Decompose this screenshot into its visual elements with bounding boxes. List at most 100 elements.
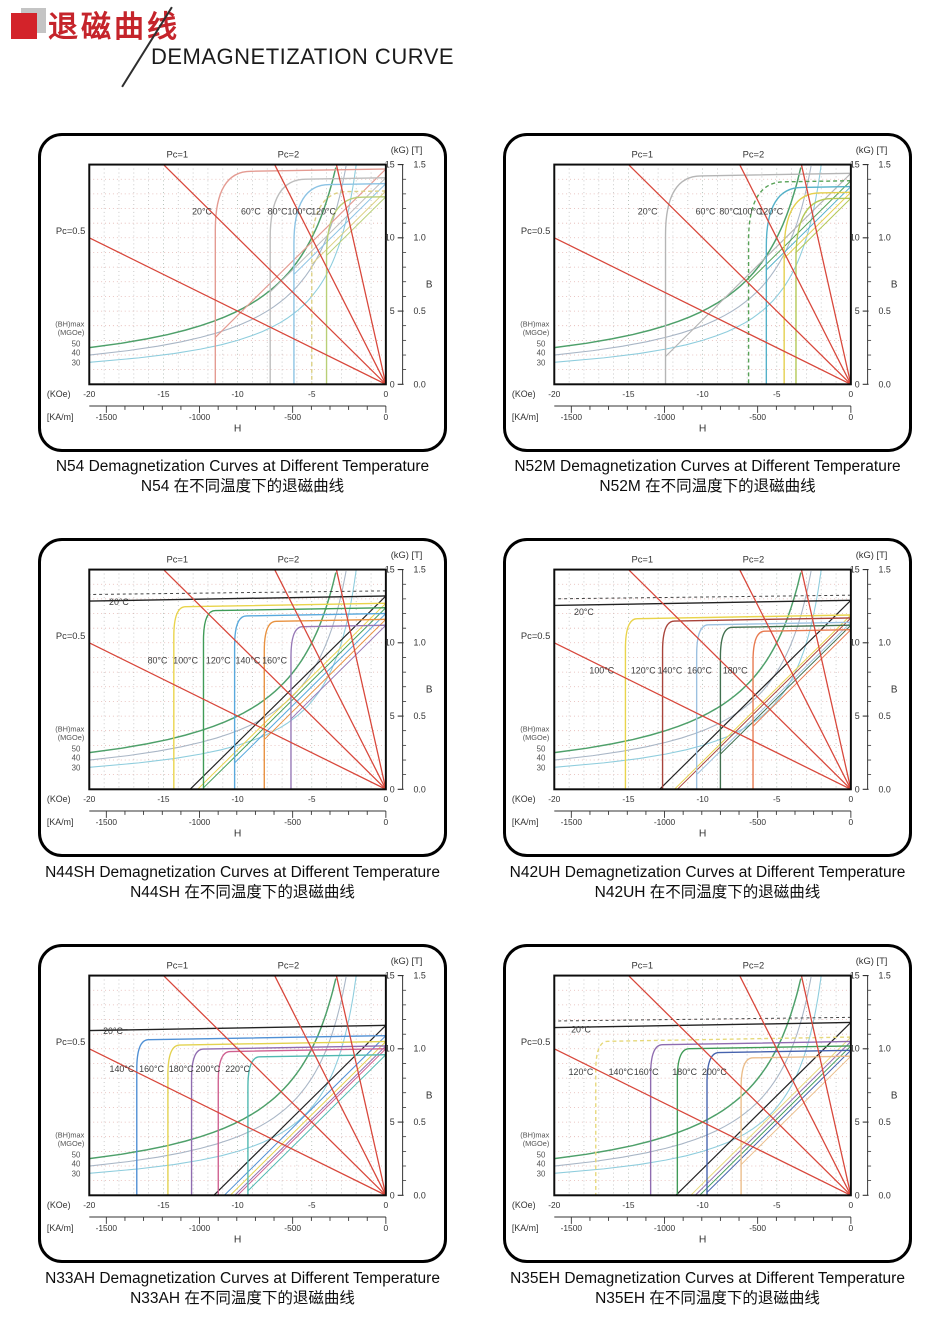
y-axis-title: B [426, 685, 433, 696]
bhmax-unit: (MGOe) [523, 1139, 550, 1148]
x-kam-tick-label: -1000 [189, 817, 211, 827]
temp-label: 160°C [687, 666, 712, 676]
y-t-tick-label: 1.0 [878, 638, 890, 648]
bhmax-curve-40 [554, 165, 812, 356]
intrinsic-curve [706, 1049, 851, 1196]
intrinsic-curve [293, 182, 386, 385]
pc05-label: Pc=0.5 [521, 631, 550, 641]
x-koe-tick-label: -10 [697, 794, 709, 804]
bhmax-curve-50 [554, 572, 802, 754]
y-kg-tick-label: 5 [390, 711, 395, 721]
pc05-label: Pc=0.5 [56, 1037, 85, 1047]
grid [554, 164, 851, 385]
bhmax-value: 30 [537, 358, 546, 367]
intrinsic-curve [311, 190, 386, 385]
normal-curve [748, 180, 852, 283]
temp-label: 80°C [719, 206, 739, 216]
normal-curve [234, 613, 387, 764]
normal-curve [665, 172, 852, 357]
y-kg-tick-label: 15 [850, 160, 860, 170]
caption-n44sh: N44SH Demagnetization Curves at Differen… [38, 863, 447, 903]
x-koe-tick-label: -20 [83, 794, 95, 804]
x-koe-label: (KOe) [47, 794, 71, 804]
x-kam-tick-label: -1500 [561, 1223, 583, 1233]
caption-en: N33AH Demagnetization Curves at Differen… [45, 1270, 440, 1287]
x-koe-tick-label: 0 [384, 389, 389, 399]
x-koe-label: (KOe) [512, 794, 536, 804]
intrinsic-curve [624, 614, 851, 790]
bhmax-value: 40 [537, 349, 546, 358]
normal-curve [247, 1054, 387, 1192]
bhmax-title: (BH)max [55, 1130, 84, 1139]
y-axis-title: B [891, 1091, 898, 1102]
caption-cn: N33AH 在不同温度下的退磁曲线 [130, 1290, 355, 1307]
x-kam-tick-label: -500 [749, 817, 766, 827]
temp-label: 20°C [103, 1026, 123, 1036]
y-kg-tick-label: 0 [390, 784, 395, 794]
x-koe-tick-label: -10 [232, 1200, 244, 1210]
intrinsic-curve-20c-dashed [554, 1016, 851, 1022]
caption-cn: N35EH 在不同温度下的退磁曲线 [595, 1290, 820, 1307]
x-koe-tick-label: -20 [83, 1200, 95, 1210]
y-t-tick-label: 1.0 [413, 233, 425, 243]
intrinsic-curve [269, 177, 386, 385]
x-koe-tick-label: 0 [849, 794, 854, 804]
x-kam-label: [KA/m] [47, 1223, 74, 1233]
y-t-tick-label: 0.5 [413, 306, 425, 316]
pc1-label: Pc=1 [166, 555, 188, 565]
x-kam-tick-label: -1000 [189, 412, 211, 422]
x-koe-tick-label: -5 [773, 794, 781, 804]
normal-curve [696, 621, 852, 775]
x-kam-tick-label: -500 [749, 1223, 766, 1233]
intrinsic-curve [554, 599, 851, 607]
x-koe-tick-label: -20 [548, 794, 560, 804]
x-koe-tick-label: -10 [232, 794, 244, 804]
x-kam-tick-label: -1500 [96, 412, 118, 422]
x-kam-tick-label: 0 [849, 1223, 854, 1233]
chart-panel-n33ah: 20°C 140°C 160°C 180°C 200°C 220°C Pc=1 Pc=2 Pc=… [38, 944, 447, 1263]
load-line-pc-2 [274, 569, 387, 790]
normal-curve [783, 192, 852, 259]
x-kam-label: [KA/m] [512, 817, 539, 827]
demag-chart-n54: 20°C 60°C 80°C 100°C 120°C Pc=1 Pc=2 Pc=0.5 (BH)… [47, 145, 433, 435]
temp-label: 140°C [609, 1067, 634, 1077]
y-kg-tick-label: 0 [855, 784, 860, 794]
page-header: 退磁曲线 DEMAGNETIZATION CURVE [0, 0, 600, 100]
y-kg-tick-label: 10 [850, 1044, 860, 1054]
temp-label: 20°C [574, 607, 594, 617]
temp-label: 100°C [287, 206, 312, 216]
plot-border [88, 568, 387, 791]
chart-panel-n42uh: 20°C 100°C 120°C 140°C 160°C 180°C Pc=1 Pc=2 Pc=… [503, 538, 912, 857]
y-t-tick-label: 0.0 [878, 379, 890, 389]
x-koe-label: (KOe) [512, 389, 536, 399]
bhmax-curve-50 [89, 978, 337, 1160]
x-koe-tick-label: -5 [773, 1200, 781, 1210]
y-t-tick-label: 0.5 [878, 711, 890, 721]
normal-curve [263, 618, 387, 740]
pc05-label: Pc=0.5 [56, 631, 85, 641]
x-kam-label: [KA/m] [512, 412, 539, 422]
load-lines [88, 975, 387, 1196]
intrinsic-curve [719, 624, 851, 790]
y-t-tick-label: 1.0 [413, 1044, 425, 1054]
x-kam-tick-label: -1000 [654, 412, 676, 422]
temp-label: 160°C [139, 1064, 164, 1074]
y-t-tick-label: 1.5 [413, 565, 425, 575]
bhmax-value: 40 [72, 754, 81, 763]
bhmax-value: 50 [72, 1150, 81, 1159]
temp-label: 140°C [236, 655, 261, 665]
y-axis-title: B [891, 280, 898, 291]
x-koe-tick-label: -10 [697, 1200, 709, 1210]
intrinsic-curve [247, 1054, 386, 1196]
intrinsic-curve [595, 1036, 851, 1196]
temp-label: 180°C [723, 666, 748, 676]
normal-curve [795, 197, 852, 253]
load-line-pc-4.5 [800, 975, 852, 1196]
y-t-tick-label: 0.5 [413, 1117, 425, 1127]
y-axis-units: (kG) [T] [391, 956, 423, 966]
page-title-en: DEMAGNETIZATION CURVE [151, 44, 455, 69]
demag-curves [214, 168, 387, 385]
intrinsic-curve [173, 602, 386, 790]
temp-label: 160°C [262, 655, 287, 665]
